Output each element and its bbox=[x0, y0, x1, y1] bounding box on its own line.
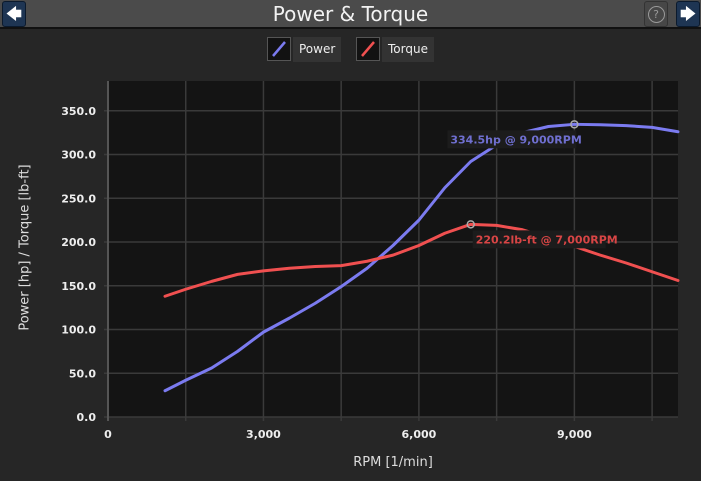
y-tick-label: 200.0 bbox=[61, 236, 96, 249]
peak-annotation: 220.2lb-ft @ 7,000RPM bbox=[476, 233, 618, 246]
forward-button[interactable]: 🡆 bbox=[676, 1, 700, 27]
page-title: Power & Torque bbox=[272, 2, 429, 26]
question-circle-icon: ? bbox=[647, 6, 665, 23]
annotation-background bbox=[447, 130, 577, 149]
help-button[interactable]: ? bbox=[644, 1, 668, 27]
header-bar: 🡄 Power & Torque ? 🡆 bbox=[0, 0, 701, 29]
plot-background bbox=[108, 81, 678, 417]
peak-marker bbox=[466, 220, 475, 229]
legend-item-power[interactable]: Power bbox=[267, 37, 342, 62]
power-swatch-icon bbox=[267, 37, 291, 61]
torque-swatch-icon bbox=[356, 37, 380, 61]
y-tick-label: 250.0 bbox=[61, 192, 96, 205]
legend-label: Torque bbox=[382, 37, 434, 62]
y-tick-label: 50.0 bbox=[69, 367, 96, 380]
x-axis-label: RPM [1/min] bbox=[353, 455, 433, 470]
back-button[interactable]: 🡄 bbox=[2, 1, 26, 27]
x-tick-label: 9,000 bbox=[557, 428, 592, 441]
legend-label: Power bbox=[293, 37, 342, 62]
y-axis-label: Power [hp] / Torque [lb-ft] bbox=[17, 164, 33, 331]
y-tick-label: 350.0 bbox=[61, 105, 96, 118]
y-tick-label: 0.0 bbox=[77, 411, 97, 424]
peak-marker bbox=[570, 120, 579, 129]
y-tick-label: 150.0 bbox=[61, 280, 96, 293]
y-tick-label: 100.0 bbox=[61, 324, 96, 337]
arrow-right-icon: 🡆 bbox=[680, 5, 696, 23]
arrow-left-icon: 🡄 bbox=[6, 5, 22, 23]
x-tick-label: 3,000 bbox=[246, 428, 281, 441]
x-tick-label: 0 bbox=[104, 428, 112, 441]
power-series-line bbox=[163, 122, 680, 393]
y-tick-label: 300.0 bbox=[61, 149, 96, 162]
peak-annotation: 334.5hp @ 9,000RPM bbox=[450, 133, 581, 146]
x-tick-label: 6,000 bbox=[402, 428, 437, 441]
torque-series-line bbox=[163, 222, 680, 298]
annotation-background bbox=[472, 230, 606, 249]
legend-item-torque[interactable]: Torque bbox=[356, 37, 434, 62]
